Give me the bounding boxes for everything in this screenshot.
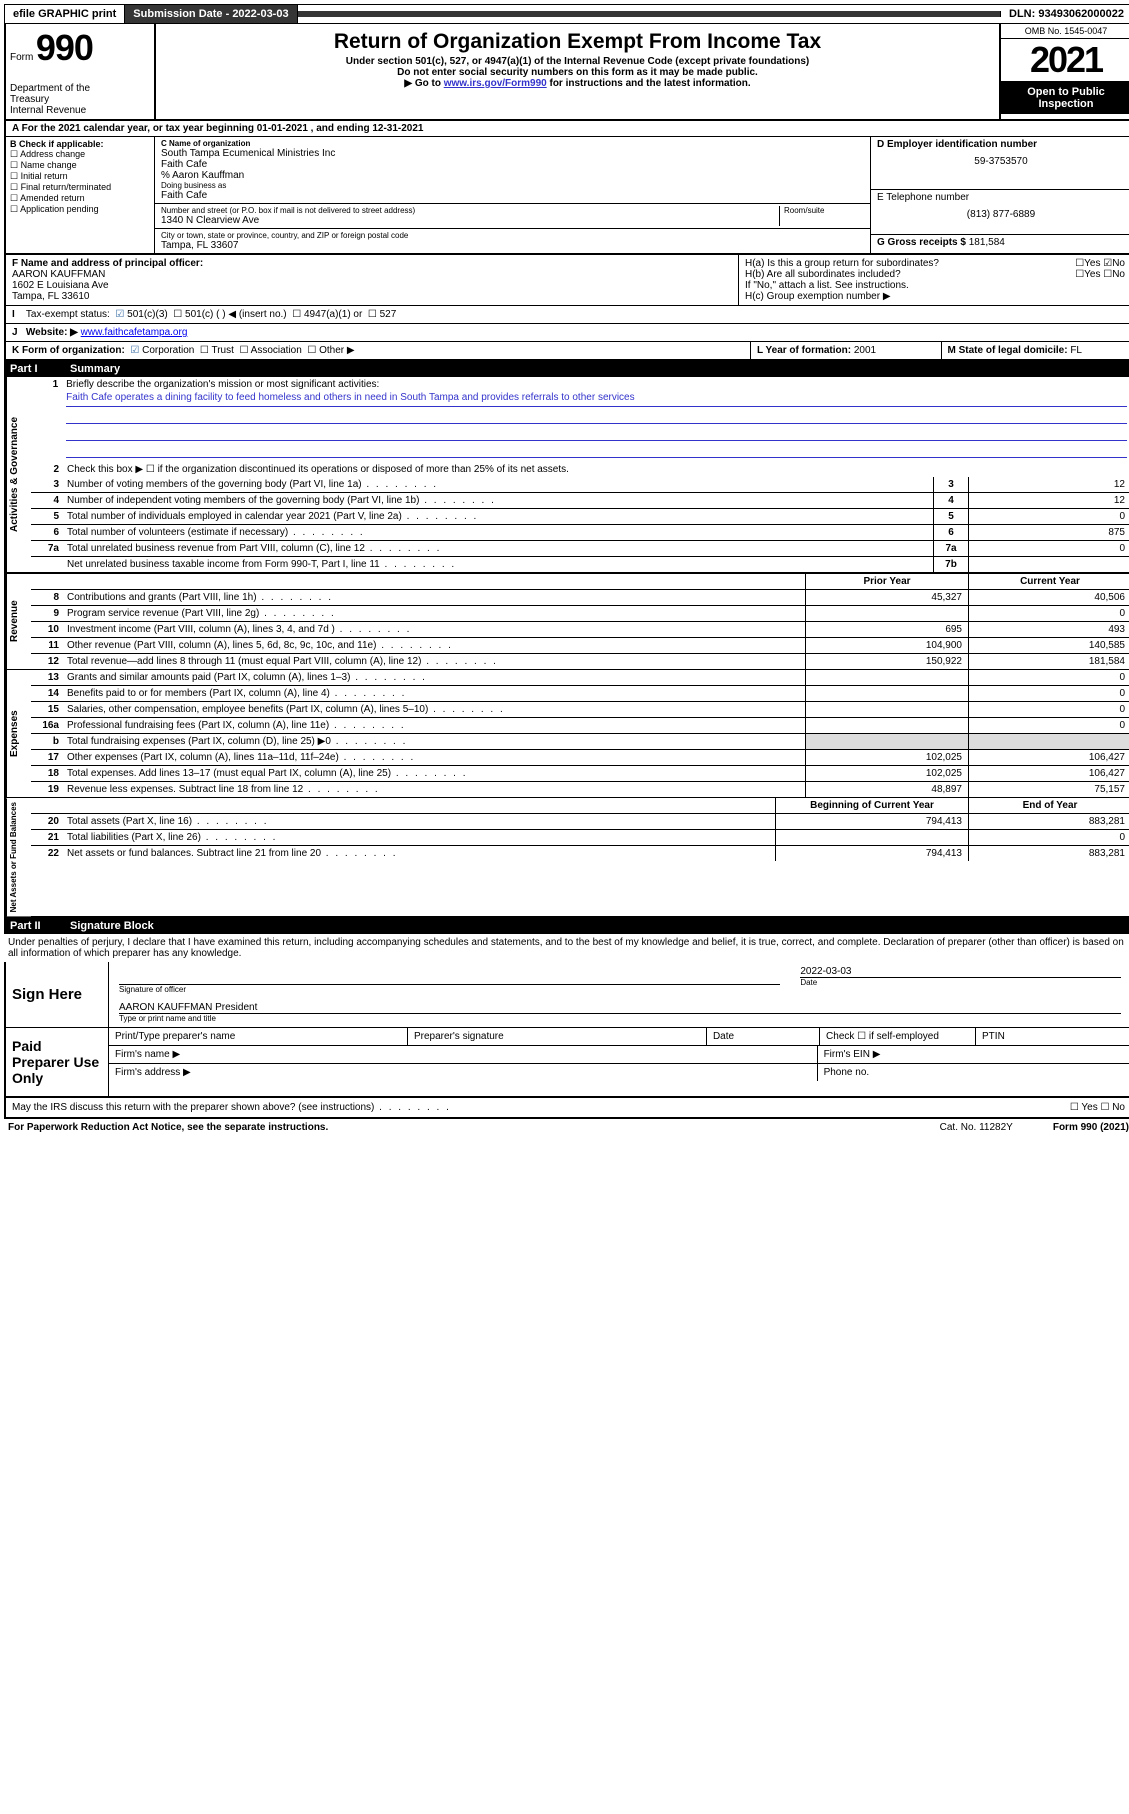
netasset-line-20: 20 Total assets (Part X, line 16) 794,41…: [31, 814, 1129, 830]
signature-block: Sign Here Signature of officer 2022-03-0…: [4, 962, 1129, 1098]
expense-line-18: 18 Total expenses. Add lines 13–17 (must…: [31, 766, 1129, 782]
box-l: L Year of formation: 2001: [751, 342, 942, 359]
telephone-value: (813) 877-6889: [877, 203, 1125, 220]
expense-line-16a: 16a Professional fundraising fees (Part …: [31, 718, 1129, 734]
gross-receipts-value: 181,584: [969, 237, 1005, 248]
netasset-line-22: 22 Net assets or fund balances. Subtract…: [31, 846, 1129, 861]
ein-value: 59-3753570: [877, 150, 1125, 167]
summary-line-3: 3 Number of voting members of the govern…: [31, 477, 1129, 493]
box-f: F Name and address of principal officer:…: [6, 255, 738, 305]
form-note2: ▶ Go to www.irs.gov/Form990 for instruct…: [162, 78, 993, 89]
efile-label: efile GRAPHIC print: [5, 5, 125, 23]
top-bar: efile GRAPHIC print Submission Date - 20…: [4, 4, 1129, 24]
expense-line-19: 19 Revenue less expenses. Subtract line …: [31, 782, 1129, 797]
vtab-netassets: Net Assets or Fund Balances: [6, 798, 31, 916]
box-k: K Form of organization: Corporation Trus…: [6, 342, 750, 359]
summary-line-7a: 7a Total unrelated business revenue from…: [31, 541, 1129, 557]
part2-header: Part IISignature Block: [4, 918, 1129, 934]
expense-line-14: 14 Benefits paid to or for members (Part…: [31, 686, 1129, 702]
footer: For Paperwork Reduction Act Notice, see …: [4, 1119, 1129, 1136]
tax-year: 2021: [1001, 39, 1129, 82]
chk-initial-return[interactable]: Initial return: [10, 171, 150, 182]
open-public-label: Open to Public Inspection: [1001, 82, 1129, 114]
perjury-statement: Under penalties of perjury, I declare th…: [4, 934, 1129, 962]
form-note1: Do not enter social security numbers on …: [162, 67, 993, 78]
chk-amended-return[interactable]: Amended return: [10, 193, 150, 204]
box-d-e-g: D Employer identification number 59-3753…: [871, 137, 1129, 253]
chk-address-change[interactable]: Address change: [10, 149, 150, 160]
form-subtitle: Under section 501(c), 527, or 4947(a)(1)…: [162, 56, 993, 67]
expense-line-17: 17 Other expenses (Part IX, column (A), …: [31, 750, 1129, 766]
part1-body: Activities & Governance 1 Briefly descri…: [4, 377, 1129, 918]
chk-application-pending[interactable]: Application pending: [10, 204, 150, 215]
officer-name: AARON KAUFFMAN President: [119, 998, 1121, 1014]
chk-final-return[interactable]: Final return/terminated: [10, 182, 150, 193]
summary-line-6: 6 Total number of volunteers (estimate i…: [31, 525, 1129, 541]
revenue-line-8: 8 Contributions and grants (Part VIII, l…: [31, 590, 1129, 606]
vtab-revenue: Revenue: [6, 574, 31, 669]
revenue-line-11: 11 Other revenue (Part VIII, column (A),…: [31, 638, 1129, 654]
revenue-line-12: 12 Total revenue—add lines 8 through 11 …: [31, 654, 1129, 669]
part1-header: Part ISummary: [4, 361, 1129, 377]
paid-preparer-label: Paid Preparer Use Only: [6, 1028, 109, 1096]
form-prefix: Form: [10, 52, 33, 63]
box-i: I Tax-exempt status: 501(c)(3) 501(c) ( …: [6, 306, 739, 323]
vtab-governance: Activities & Governance: [6, 377, 31, 572]
chk-name-change[interactable]: Name change: [10, 160, 150, 171]
box-b: B Check if applicable: Address change Na…: [6, 137, 155, 253]
expense-line-13: 13 Grants and similar amounts paid (Part…: [31, 670, 1129, 686]
chk-501c3[interactable]: 501(c)(3): [115, 309, 167, 320]
revenue-line-9: 9 Program service revenue (Part VIII, li…: [31, 606, 1129, 622]
box-c: C Name of organization South Tampa Ecume…: [155, 137, 871, 253]
sig-date: 2022-03-03: [800, 962, 1121, 978]
form-title: Return of Organization Exempt From Incom…: [162, 30, 993, 54]
irs-link[interactable]: www.irs.gov/Form990: [444, 78, 547, 89]
form-header: Form 990 Department of theTreasuryIntern…: [4, 24, 1129, 121]
form-number: 990: [36, 27, 93, 68]
dept-label: Department of theTreasuryInternal Revenu…: [10, 83, 150, 116]
discuss-row: May the IRS discuss this return with the…: [4, 1098, 1129, 1119]
box-h: H(a) Is this a group return for subordin…: [738, 255, 1129, 305]
expense-line-15: 15 Salaries, other compensation, employe…: [31, 702, 1129, 718]
summary-line-7b: Net unrelated business taxable income fr…: [31, 557, 1129, 572]
box-j: J Website: ▶ www.faithcafetampa.org: [6, 324, 739, 341]
website-link[interactable]: www.faithcafetampa.org: [81, 327, 188, 338]
submission-date: Submission Date - 2022-03-03: [125, 5, 297, 23]
dln-label: DLN: 93493062000022: [1001, 5, 1129, 23]
sign-here-label: Sign Here: [6, 962, 109, 1027]
entity-info-section: A For the 2021 calendar year, or tax yea…: [4, 121, 1129, 255]
mission-text: Faith Cafe operates a dining facility to…: [66, 392, 1127, 407]
chk-corporation[interactable]: Corporation: [130, 345, 194, 356]
expense-line-b: b Total fundraising expenses (Part IX, c…: [31, 734, 1129, 750]
row-a: A For the 2021 calendar year, or tax yea…: [6, 121, 1129, 137]
revenue-line-10: 10 Investment income (Part VIII, column …: [31, 622, 1129, 638]
netasset-line-21: 21 Total liabilities (Part X, line 26) 0: [31, 830, 1129, 846]
summary-line-4: 4 Number of independent voting members o…: [31, 493, 1129, 509]
omb-number: OMB No. 1545-0047: [1001, 24, 1129, 39]
vtab-expenses: Expenses: [6, 670, 31, 797]
info-grid: F Name and address of principal officer:…: [4, 255, 1129, 361]
summary-line-5: 5 Total number of individuals employed i…: [31, 509, 1129, 525]
box-m: M State of legal domicile: FL: [942, 342, 1129, 359]
